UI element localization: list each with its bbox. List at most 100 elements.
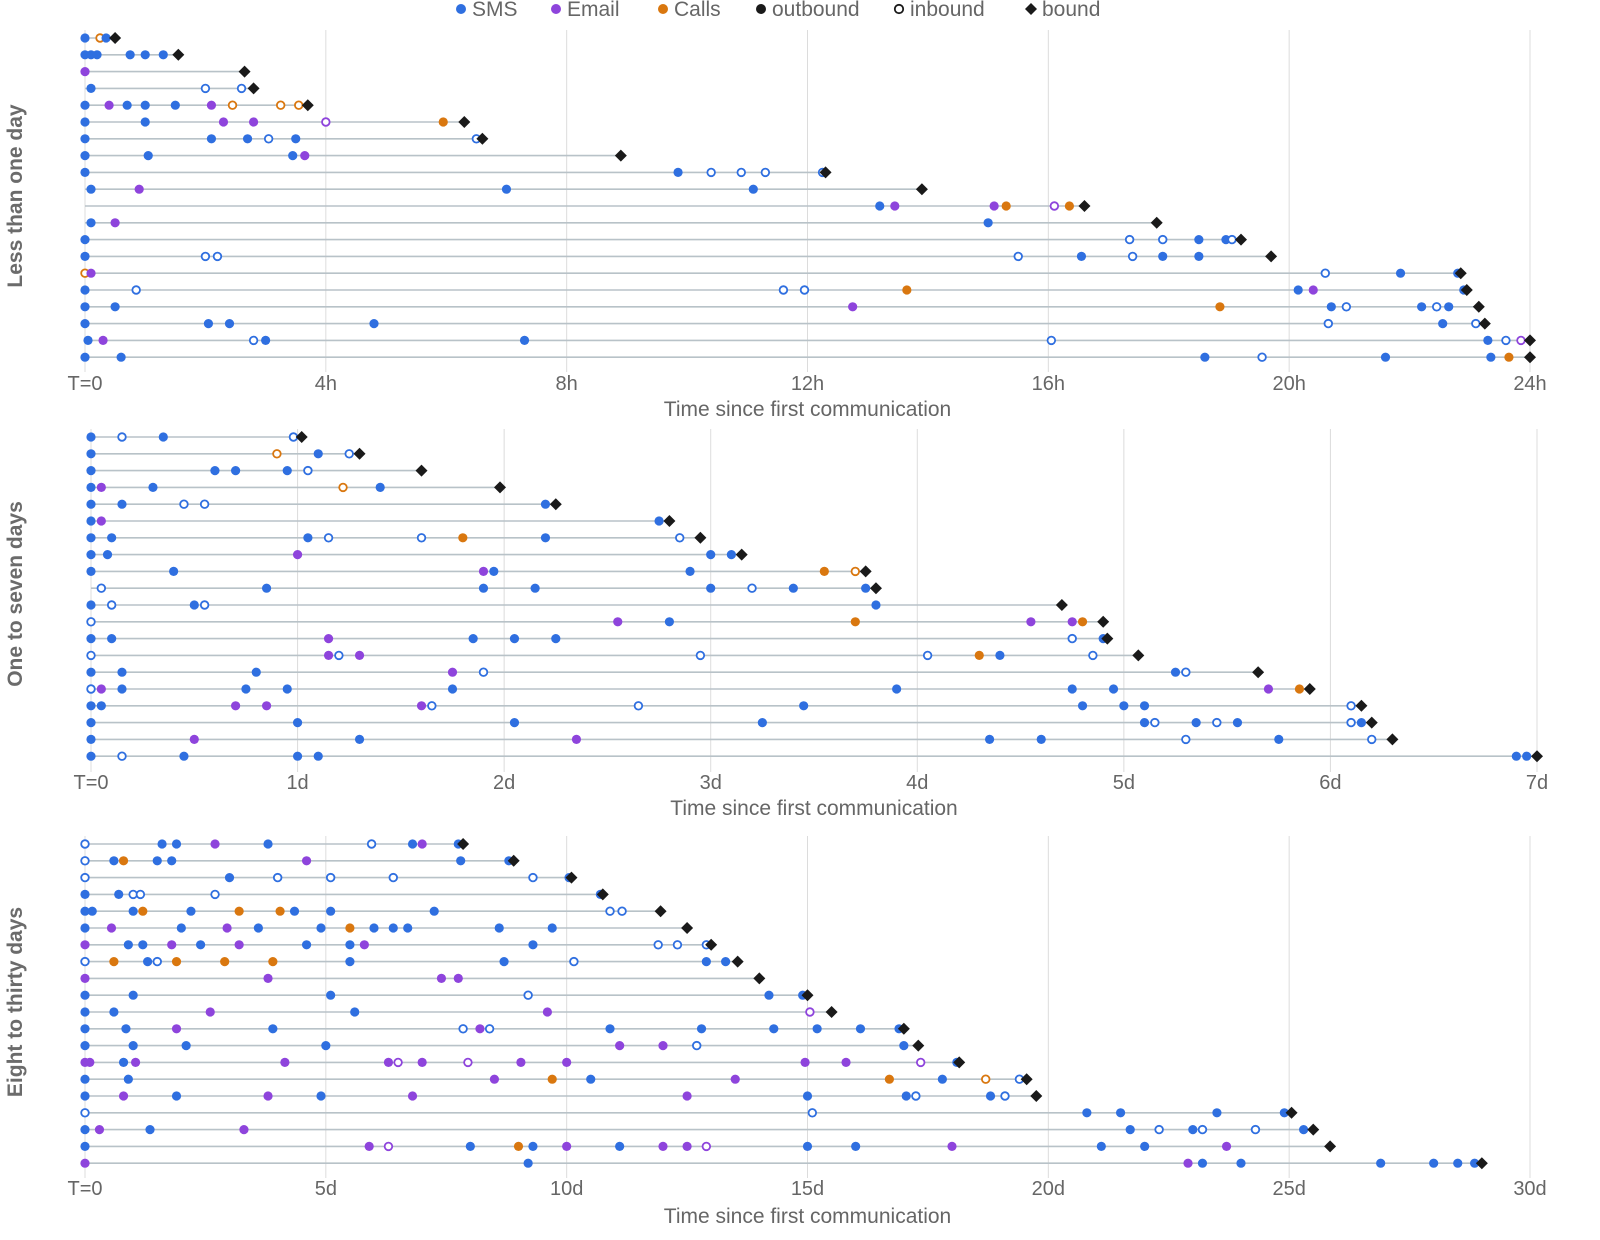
sms-inbound-point [303,465,313,476]
sms-inbound-point [799,285,810,295]
sms-outbound-point [80,117,90,127]
sms-outbound-point [1380,352,1391,362]
timeline-row [80,1039,925,1052]
sms-outbound-point [547,923,557,933]
x-tick-label: 10d [550,1178,583,1200]
sms-inbound-point [96,583,107,593]
legend-label: Calls [674,0,721,21]
x-tick-label: 24h [1513,373,1546,395]
sms-outbound-point [170,100,180,110]
sms-inbound-point [416,533,427,543]
sms-inbound-point [523,990,533,1000]
sms-outbound-point [1194,235,1204,245]
call-outbound-point [458,533,468,543]
bound-marker [1307,1123,1320,1136]
x-tick-label: T=0 [73,772,108,794]
sms-outbound-point [148,482,158,492]
bound-marker [1324,1140,1337,1153]
sms-outbound-point [176,923,186,933]
sms-outbound-point [80,1041,90,1051]
legend-marker-open-dot [893,3,905,15]
email-outbound-point [263,973,273,984]
email-outbound-point [206,100,217,110]
sms-outbound-point [1356,718,1367,728]
sms-inbound-point [1471,318,1481,329]
sms-outbound-point [118,1057,129,1067]
email-outbound-point [210,839,220,849]
sms-outbound-point [1486,352,1496,362]
legend-item-outbound: outbound [756,0,860,21]
sms-inbound-point [528,872,538,883]
sms-outbound-point [251,667,261,677]
sms-outbound-point [316,923,326,933]
email-outbound-point [453,973,463,984]
sms-inbound-point [80,856,90,866]
sms-outbound-point [138,940,148,950]
timeline-row [80,1056,966,1069]
sms-outbound-point [253,923,263,933]
call-outbound-point [974,650,984,661]
legend-label: outbound [772,0,860,21]
x-axis-title: Time since first communication [670,797,957,820]
chart-legend: SMS Email Calls outbound inbound bound [456,0,1100,21]
sms-outbound-point [354,734,365,745]
sms-outbound-point [80,1125,90,1135]
email-inbound-point [701,1141,712,1152]
sms-outbound-point [268,1024,278,1034]
sms-outbound-point [802,1141,813,1151]
sms-outbound-point [128,990,138,1000]
legend-marker-diamond [1025,3,1037,15]
sms-outbound-point [291,134,301,144]
timeline-row [80,938,718,951]
sms-outbound-point [1470,1158,1480,1168]
sms-outbound-point [80,889,90,900]
bound-marker [915,183,928,196]
sms-outbound-point [224,873,235,883]
sms-outbound-point [530,583,540,593]
email-outbound-point [104,100,114,110]
email-outbound-point [239,1125,249,1135]
sms-inbound-point [695,650,706,661]
sms-outbound-point [1293,285,1303,295]
sms-outbound-point [499,957,509,967]
bound-marker [705,938,718,951]
sms-outbound-point [326,906,336,916]
call-outbound-point [819,566,829,577]
sms-outbound-point [551,634,561,644]
email-outbound-point [730,1074,740,1084]
facet-title: One to seven days [4,501,27,687]
sms-inbound-point [672,940,683,950]
timeline-row [80,888,609,901]
sms-outbound-point [292,751,303,761]
email-outbound-point [682,1091,692,1101]
sms-outbound-point [799,701,809,711]
legend-label: SMS [472,0,518,21]
sms-outbound-point [86,499,96,509]
bound-marker [1524,334,1536,347]
sms-outbound-point [494,923,504,933]
timeline-row [86,649,1145,662]
sms-outbound-point [1125,1125,1135,1135]
sms-outbound-point [263,839,273,849]
call-inbound-point [981,1074,991,1084]
email-inbound-point [1049,201,1060,211]
sms-inbound-point [1323,318,1334,329]
sms-outbound-point [509,718,520,728]
bound-marker [801,989,814,1002]
sms-inbound-point [1088,650,1098,661]
legend-marker-dot [658,4,668,14]
bound-marker [1020,1073,1033,1086]
sms-outbound-point [1082,1108,1092,1118]
sms-outbound-point [109,856,119,866]
sms-inbound-point [569,956,579,967]
sms-outbound-point [125,50,135,60]
email-inbound-point [383,1141,394,1152]
sms-inbound-point [212,251,223,262]
sms-outbound-point [86,218,96,228]
sms-outbound-point [388,923,398,933]
facet-title: Less than one day [4,104,27,288]
timeline-row [80,1090,1043,1102]
timeline-row [80,48,185,61]
sms-outbound-point [1194,251,1204,261]
call-inbound-point [294,100,304,110]
